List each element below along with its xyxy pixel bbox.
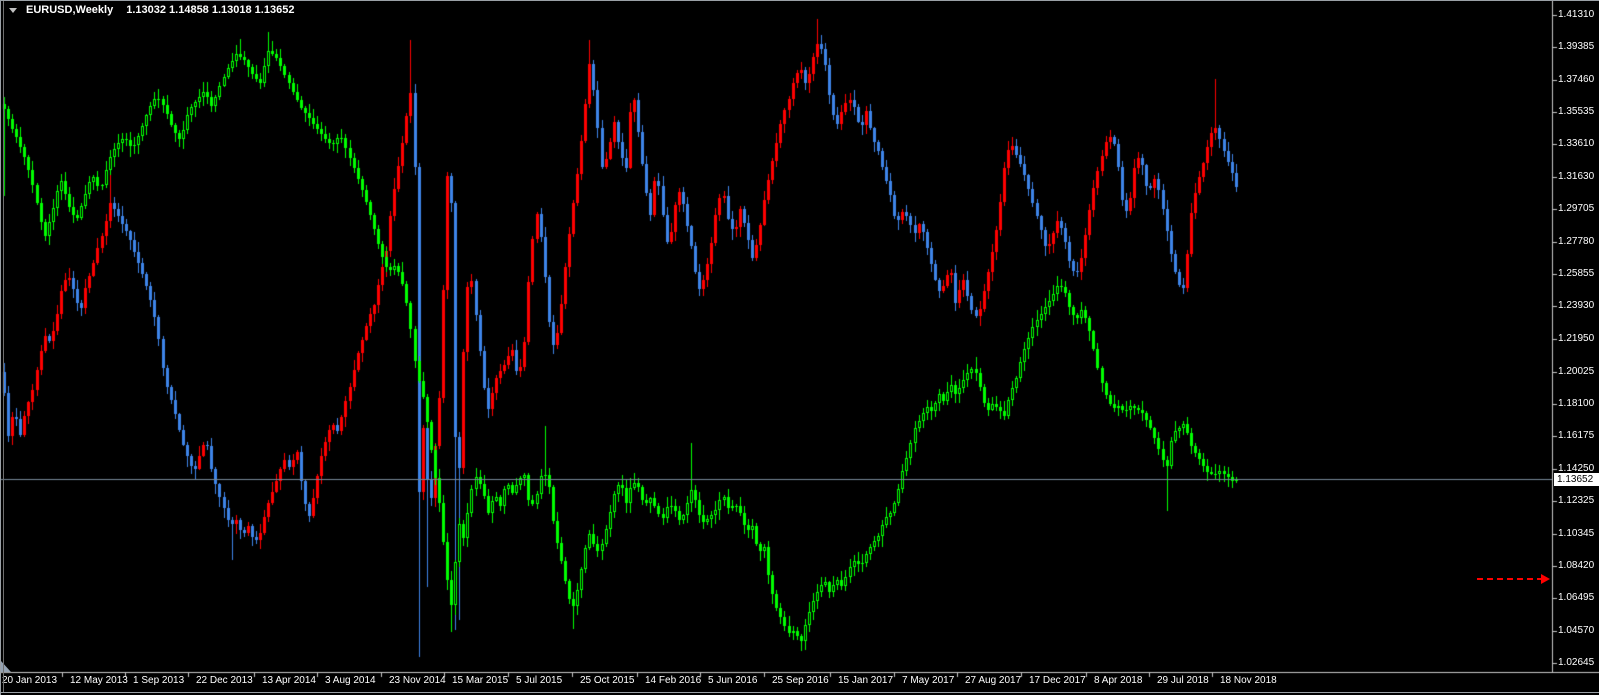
time-axis-label: 5 Jun 2016 [708,675,758,686]
time-axis-label: 3 Aug 2014 [325,675,376,686]
price-axis-label: 1.10345 [1558,528,1595,539]
price-axis-label: 1.12325 [1558,495,1595,506]
price-axis-label: 1.08420 [1558,560,1595,571]
time-axis-label: 8 Apr 2018 [1094,675,1143,686]
price-axis-label: 1.27780 [1558,236,1595,247]
time-axis-label: 22 Dec 2013 [196,675,253,686]
price-axis-label: 1.20025 [1558,366,1595,377]
time-axis-label: 12 May 2013 [70,675,128,686]
time-axis-label: 25 Sep 2016 [772,675,829,686]
time-axis-label: 15 Mar 2015 [452,675,509,686]
time-axis-label: 14 Feb 2016 [645,675,702,686]
arrow-head-icon [1541,574,1550,584]
price-axis-label: 1.35535 [1558,106,1595,117]
price-axis-label: 1.37460 [1558,74,1595,85]
time-axis-label: 29 Jul 2018 [1157,675,1209,686]
price-axis-label: 1.23930 [1558,300,1595,311]
chart-symbol-period: EURUSD,Weekly [26,4,114,16]
time-axis-label: 27 Aug 2017 [965,675,1022,686]
price-axis-label: 1.33610 [1558,138,1595,149]
time-axis-label: 20 Jan 2013 [2,675,58,686]
price-axis-label: 1.04570 [1558,625,1595,636]
price-axis-label: 1.18100 [1558,398,1595,409]
window-border-top [0,0,1599,1]
price-axis-label: 1.16175 [1558,430,1595,441]
scroll-anchor-icon [1,661,11,672]
chart-ohlc-values: 1.13032 1.14858 1.13018 1.13652 [126,4,295,16]
chart-title: EURUSD,Weekly 1.13032 1.14858 1.13018 1.1… [9,4,294,16]
window-border-left-inner [3,1,4,693]
price-axis-label: 1.02645 [1558,657,1595,668]
price-axis-label: 1.21950 [1558,333,1595,344]
alert-arrow-icon[interactable] [1477,574,1551,584]
time-axis-label: 18 Nov 2018 [1220,675,1277,686]
time-axis-label: 13 Apr 2014 [262,675,316,686]
price-axis-label: 1.29705 [1558,203,1595,214]
chart-dropdown-icon[interactable] [9,7,17,13]
time-axis-label: 5 Jul 2015 [516,675,563,686]
time-axis-label: 23 Nov 2014 [389,675,446,686]
time-axis-label: 15 Jan 2017 [838,675,894,686]
time-axis-label: 17 Dec 2017 [1029,675,1086,686]
price-axis-label: 1.25855 [1558,268,1595,279]
price-axis-label: 1.41310 [1558,9,1595,20]
arrow-dashed-line [1477,578,1543,580]
time-axis-label: 7 May 2017 [902,675,955,686]
window-border-left [0,0,1,695]
price-axis-label: 1.31630 [1558,171,1595,182]
time-axis-label: 25 Oct 2015 [580,675,635,686]
price-axis-label: 1.06495 [1558,592,1595,603]
current-price-tag: 1.13652 [1554,473,1599,486]
time-axis-label: 1 Sep 2013 [133,675,185,686]
window-border-bottom [0,692,1599,693]
price-axis-label: 1.14250 [1558,463,1595,474]
price-axis-label: 1.39385 [1558,41,1595,52]
